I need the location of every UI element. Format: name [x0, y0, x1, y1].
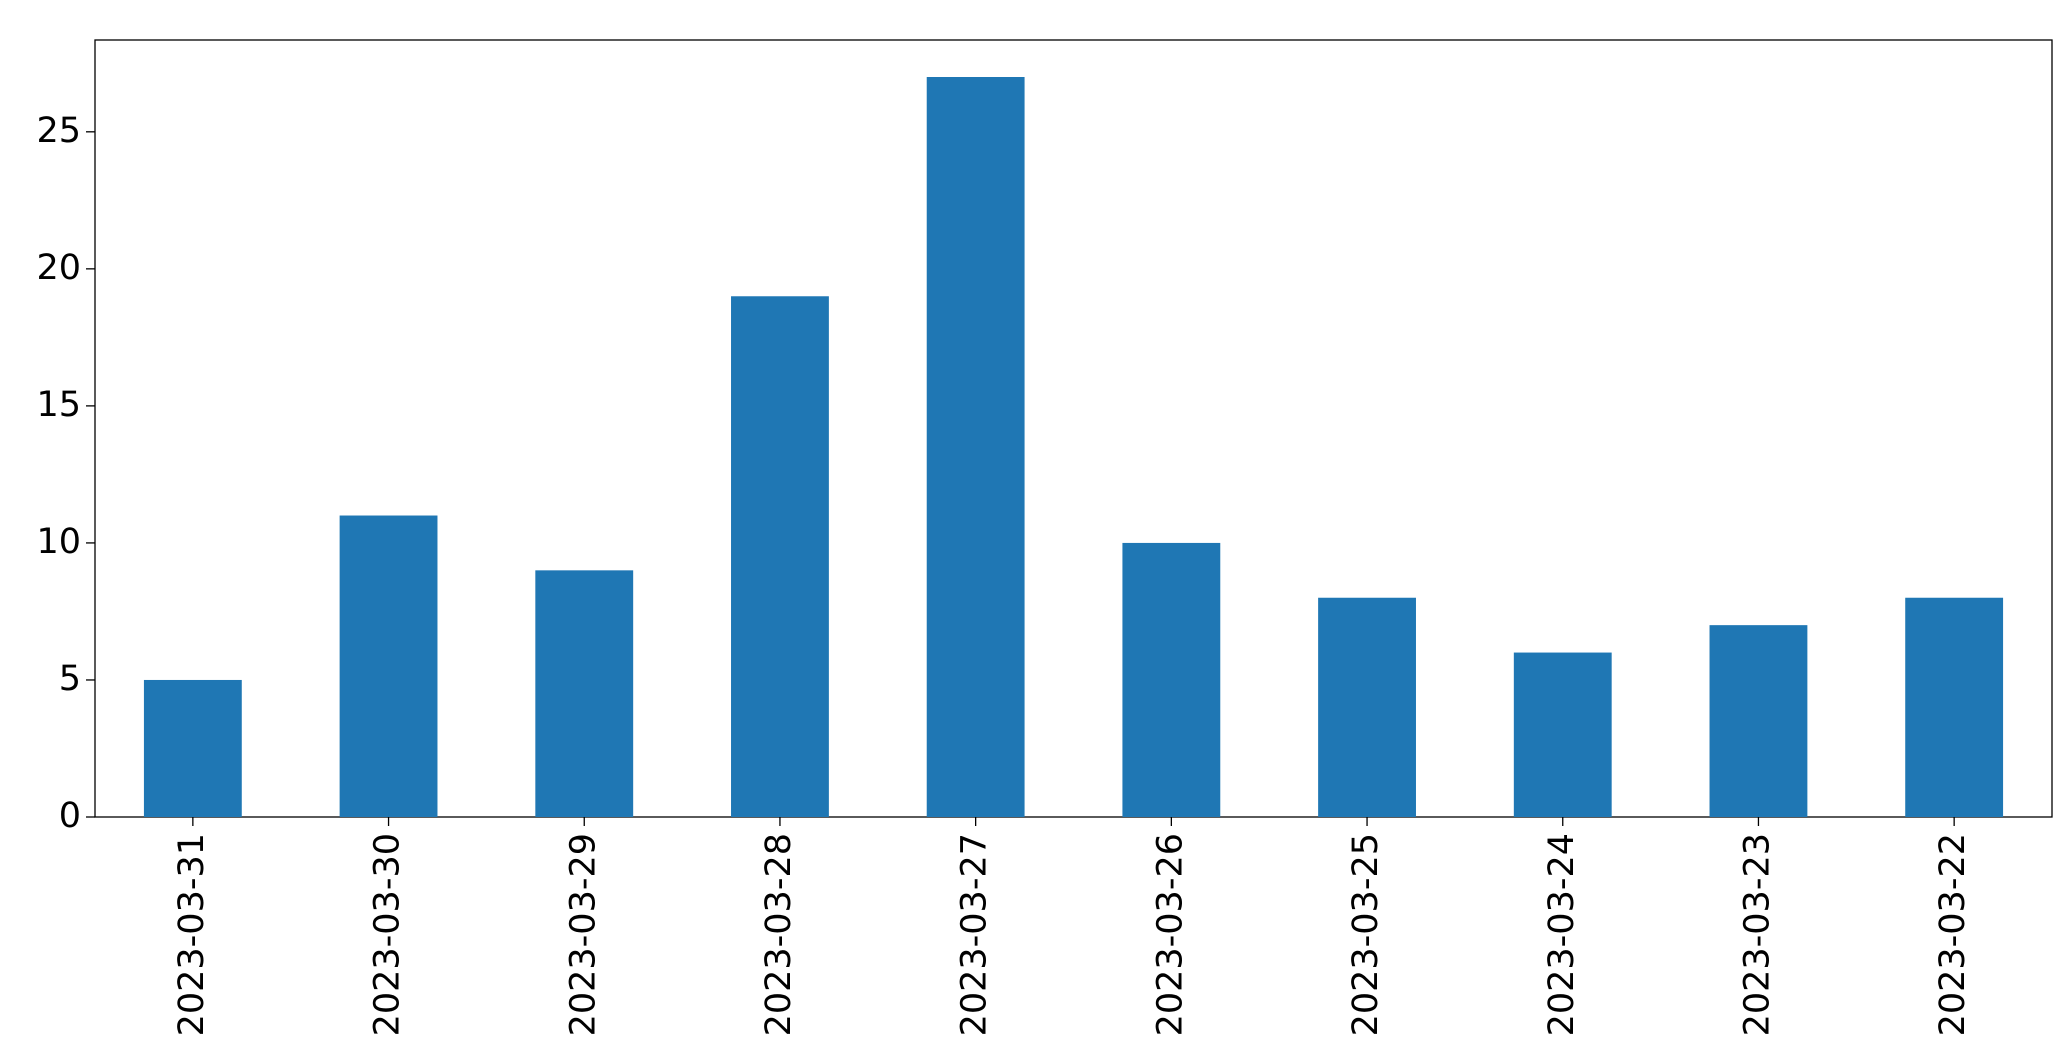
y-tick-label: 25	[36, 111, 81, 151]
x-tick-label: 2023-03-26	[1150, 833, 1190, 1036]
bar	[339, 515, 438, 817]
y-tick-label: 20	[36, 248, 81, 288]
x-tick-label: 2023-03-29	[563, 833, 603, 1036]
x-tick-label: 2023-03-24	[1542, 833, 1582, 1036]
bar	[926, 77, 1025, 817]
y-tick-label: 10	[36, 522, 81, 562]
x-tick-label: 2023-03-22	[1933, 833, 1973, 1036]
bar	[535, 570, 634, 817]
y-tick-label: 5	[59, 659, 81, 699]
bar	[143, 679, 242, 817]
x-tick-label: 2023-03-28	[759, 833, 799, 1036]
bar	[1122, 542, 1221, 817]
x-tick-label: 2023-03-25	[1346, 833, 1386, 1036]
bar	[731, 296, 829, 817]
bar	[1905, 597, 2004, 817]
y-tick-label: 0	[59, 796, 81, 836]
bar	[1318, 597, 1416, 817]
x-tick-label: 2023-03-30	[368, 833, 408, 1036]
x-tick-label: 2023-03-27	[955, 833, 995, 1036]
bar	[1709, 625, 1808, 817]
x-tick-label: 2023-03-23	[1737, 833, 1777, 1036]
y-tick-label: 15	[36, 385, 81, 425]
x-tick-label: 2023-03-31	[172, 833, 212, 1036]
bar	[1513, 652, 1612, 817]
plot-frame	[94, 39, 2053, 818]
